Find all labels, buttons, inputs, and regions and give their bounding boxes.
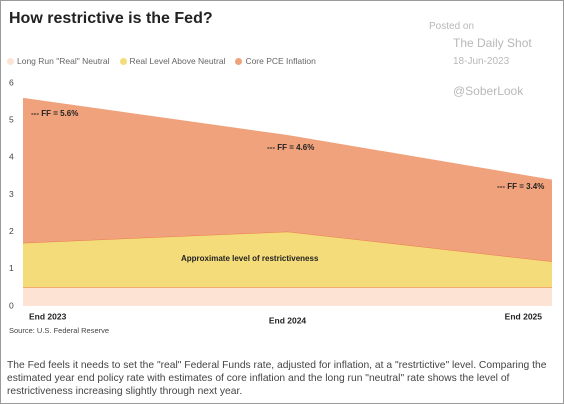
- watermark: The Daily Shot: [453, 36, 532, 50]
- area: [23, 231, 552, 288]
- x-tick-label: End 2024: [269, 315, 307, 325]
- legend-swatch: [235, 57, 243, 65]
- area: [23, 97, 552, 262]
- y-tick-label: 6: [9, 77, 14, 87]
- y-tick-label: 0: [9, 300, 14, 310]
- annotation: Approximate level of restrictiveness: [181, 254, 319, 263]
- annotation: --- FF = 5.6%: [31, 109, 78, 118]
- x-tick-label: End 2025: [505, 311, 543, 321]
- legend-label: Core PCE Inflation: [245, 56, 316, 66]
- legend-label: Long Run "Real" Neutral: [17, 56, 110, 66]
- watermark: @SoberLook: [453, 84, 524, 98]
- legend-item: Core PCE Inflation: [235, 56, 316, 66]
- y-tick-label: 4: [9, 152, 14, 162]
- source: Source: U.S. Federal Reserve: [9, 326, 109, 335]
- y-tick-label: 1: [9, 263, 14, 273]
- area: [23, 287, 552, 306]
- legend-label: Real Level Above Neutral: [129, 56, 226, 66]
- legend-item: Real Level Above Neutral: [119, 56, 226, 66]
- annotation: --- FF = 4.6%: [267, 143, 314, 152]
- y-tick-label: 2: [9, 226, 14, 236]
- legend-swatch: [119, 57, 127, 65]
- caption: The Fed feels it needs to set the "real"…: [7, 360, 547, 397]
- y-tick-label: 5: [9, 114, 14, 124]
- area-edge: [22, 231, 553, 262]
- legend: Long Run "Real" Neutral Real Level Above …: [7, 56, 316, 66]
- chart-title: How restrictive is the Fed?: [9, 10, 213, 27]
- annotation: --- FF = 3.4%: [497, 182, 544, 191]
- legend-swatch: [7, 57, 14, 65]
- x-tick-label: End 2023: [29, 311, 67, 321]
- watermark: Posted on: [429, 21, 475, 32]
- legend-item: Long Run "Real" Neutral: [7, 56, 110, 66]
- watermark: 18-Jun-2023: [453, 56, 510, 67]
- y-tick-label: 3: [9, 189, 14, 199]
